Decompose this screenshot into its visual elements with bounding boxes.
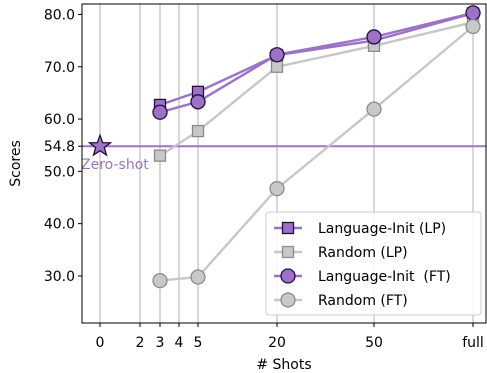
series-1-point-2 bbox=[270, 60, 284, 73]
x-tick-label-2: 3 bbox=[156, 335, 165, 351]
x-tick-label-0: 0 bbox=[96, 335, 105, 351]
legend-entry-3: Random (FT) bbox=[274, 292, 408, 309]
legend-marker-1 bbox=[281, 245, 295, 259]
series-3-point-0 bbox=[152, 272, 168, 289]
legend-marker-0 bbox=[281, 221, 295, 235]
legend-label-0: Language-Init (LP) bbox=[318, 221, 446, 237]
y-tick-label-0: 30.0 bbox=[44, 269, 75, 285]
legend-marker-2 bbox=[280, 268, 296, 284]
x-tick-label-5: 20 bbox=[268, 335, 286, 351]
y-tick-label-5: 70.0 bbox=[44, 60, 75, 76]
series-2-point-2 bbox=[269, 47, 285, 63]
series-3 bbox=[152, 18, 481, 289]
series-1-point-1 bbox=[191, 124, 205, 138]
x-tick-label-6: 50 bbox=[365, 335, 383, 351]
zero-shot-layer: Zero-shot bbox=[81, 133, 486, 173]
series-layer bbox=[152, 5, 481, 289]
zero-shot-star-marker bbox=[87, 133, 113, 157]
series-3-point-4 bbox=[465, 18, 481, 35]
legend-marker-3 bbox=[280, 292, 296, 308]
x-tick-label-7: full bbox=[462, 335, 484, 351]
x-tick-label-4: 5 bbox=[194, 335, 203, 351]
zero-shot-label: Zero-shot bbox=[81, 157, 149, 173]
legend-box bbox=[265, 211, 482, 316]
series-3-point-3 bbox=[366, 101, 382, 117]
legend-label-1: Random (LP) bbox=[318, 245, 408, 261]
legend: Language-Init (LP) Random (LP) Language-In… bbox=[265, 211, 482, 316]
series-3-point-2 bbox=[269, 180, 285, 197]
plot-frame bbox=[81, 3, 487, 324]
series-2-point-0 bbox=[152, 104, 168, 120]
x-tick-label-3: 4 bbox=[175, 335, 184, 351]
series-2-point-4 bbox=[465, 5, 481, 21]
series-2-line bbox=[159, 11, 474, 114]
y-tick-label-1: 40.0 bbox=[44, 217, 75, 233]
x-tick-label-1: 2 bbox=[136, 335, 145, 351]
series-3-point-1 bbox=[190, 269, 206, 285]
y-tick-label-2: 50.0 bbox=[44, 164, 75, 180]
series-2-point-1 bbox=[190, 94, 206, 110]
legend-label-3: Random (FT) bbox=[318, 293, 408, 309]
series-1-point-0 bbox=[153, 149, 167, 162]
legend-label-2: Language-Init (FT) bbox=[318, 269, 451, 285]
y-tick-label-6: 80.0 bbox=[44, 7, 75, 23]
y-tick-label-4: 60.0 bbox=[44, 112, 75, 128]
series-2-point-3 bbox=[366, 29, 382, 45]
y-tick-label-3: 54.8 bbox=[44, 139, 75, 155]
y-axis-label: Scores bbox=[8, 140, 24, 187]
axis-ticks: 0 2 3 4 5 20 50 full 30.0 40.0 50.0 54.8 60.0 70.0 80.… bbox=[44, 7, 484, 351]
legend-entry-0: Language-Init (LP) bbox=[274, 221, 446, 237]
legend-entry-2: Language-Init (FT) bbox=[274, 268, 451, 285]
legend-entry-1: Random (LP) bbox=[274, 245, 408, 261]
x-axis-label: # Shots bbox=[256, 357, 311, 373]
